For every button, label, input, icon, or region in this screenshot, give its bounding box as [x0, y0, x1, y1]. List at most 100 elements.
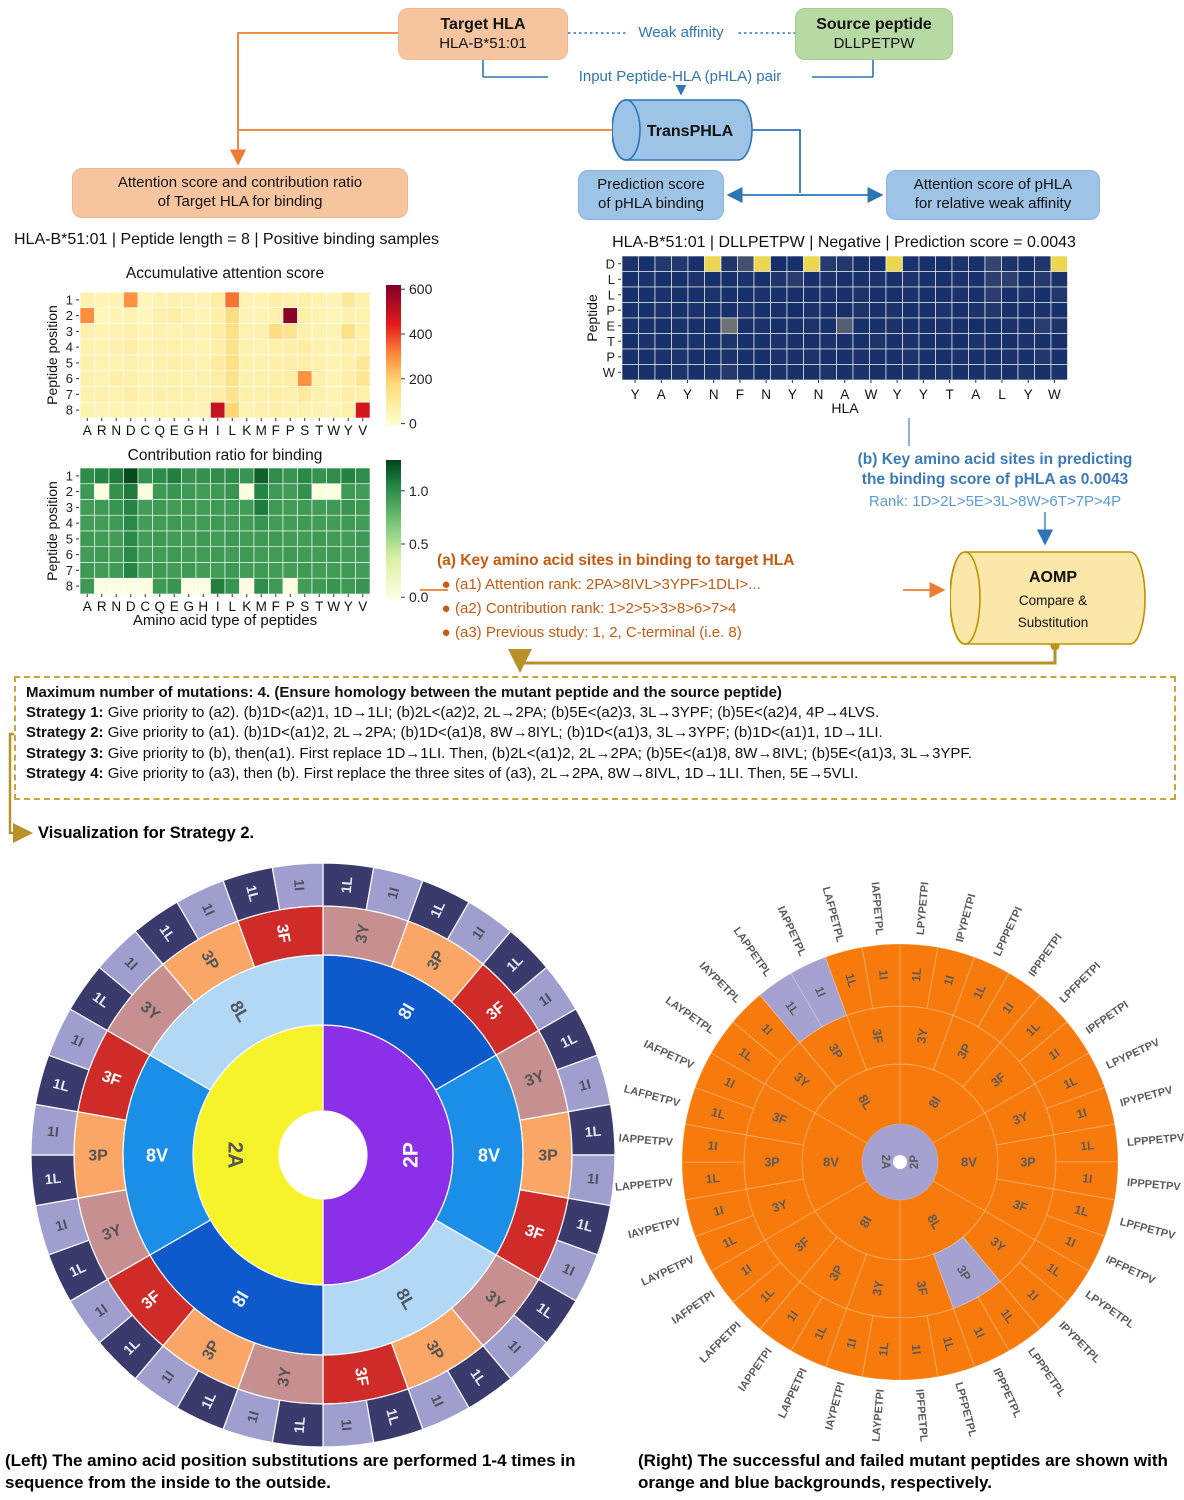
contribution-heatmap-cell — [152, 530, 168, 548]
attention-heatmap-cell — [94, 291, 110, 309]
phla-heatmap-ytick: P — [606, 303, 615, 318]
contribution-heatmap-colorbar — [386, 460, 401, 600]
contribution-heatmap-cell — [137, 562, 153, 579]
phla-heatmap-cell — [819, 333, 837, 350]
phla-heatmap-cell — [869, 317, 887, 334]
phla-heatmap-cell — [1001, 271, 1019, 288]
contribution-heatmap-cell — [210, 514, 226, 532]
phla-attention-line2: for relative weak affinity — [914, 195, 1072, 212]
attention-heatmap-xtick: F — [272, 423, 280, 438]
key-sites-b-line2: the binding score of pHLA as 0.0043 — [861, 471, 1129, 488]
contribution-heatmap-cell — [282, 530, 298, 548]
phla-heatmap-cell — [770, 364, 788, 381]
attention-heatmap-cell — [94, 307, 110, 324]
contribution-heatmap-cell — [181, 546, 197, 563]
attention-heatmap-cell — [79, 323, 95, 340]
attention-heatmap-cell — [355, 291, 371, 309]
contribution-heatmap-cell — [137, 546, 153, 563]
contribution-heatmap-cell — [94, 546, 110, 563]
attention-heatmap-cell — [108, 370, 124, 387]
attention-heatmap-ytick: 7 — [66, 387, 73, 402]
result-segment-label: 1L — [940, 1335, 957, 1352]
peptide-label-LPYPETPV: LPYPETPV — [1104, 1036, 1162, 1071]
peptide-label-LPYPETPI: LPYPETPI — [915, 881, 932, 935]
phla-heatmap-cell — [968, 271, 986, 288]
result-segment-label: 3P — [826, 1041, 846, 1061]
contribution-heatmap-cell — [239, 577, 255, 595]
transphla-cylinder: TransPHLA — [612, 99, 753, 161]
attention-heatmap-cell — [224, 291, 240, 309]
contribution-heatmap-cell — [355, 467, 371, 485]
phla-heatmap-cell — [638, 255, 656, 272]
attention-heatmap-cell — [239, 354, 255, 372]
contribution-heatmap-cell — [195, 483, 211, 500]
contribution-heatmap-cell — [224, 514, 240, 532]
attention-heatmap-colorbar — [386, 285, 401, 425]
phla-heatmap-cell — [918, 286, 936, 303]
phla-heatmap-cell — [984, 333, 1002, 350]
phla-heatmap-xtick: N — [814, 387, 824, 402]
phla-heatmap-cell — [836, 271, 854, 288]
phla-heatmap-cell — [654, 348, 672, 365]
result-segment-label: 1I — [843, 1337, 859, 1350]
attention-heatmap-cell — [181, 370, 197, 387]
sunburst-segment-label: 3F — [100, 1068, 124, 1090]
transphla-output-elbow — [752, 129, 801, 193]
peptide-label-LPPPETPI: LPPPETPI — [992, 905, 1025, 958]
contribution-heatmap-ytick: 7 — [66, 563, 73, 578]
attention-heatmap-xtick: H — [198, 423, 208, 438]
phla-heatmap-cell — [638, 286, 656, 303]
phla-heatmap-cell — [869, 255, 887, 272]
contribution-heatmap-cell — [210, 546, 226, 563]
phla-heatmap-cell — [935, 286, 953, 303]
phla-heatmap-cell — [935, 348, 953, 365]
contribution-heatmap-cell — [152, 514, 168, 532]
peptide-label-LAFPETPL: LAFPETPL — [820, 886, 846, 944]
phla-heatmap-cell — [968, 348, 986, 365]
phla-heatmap-cell — [803, 317, 821, 334]
attention-heatmap-cell — [94, 370, 110, 387]
phla-heatmap-cell — [1050, 364, 1068, 381]
peptide-label-IAPPETPI: IAPPETPI — [736, 1346, 775, 1394]
contribution-heatmap-cell — [108, 577, 124, 595]
phla-heatmap-ytick: L — [608, 272, 615, 287]
contribution-heatmap-cell — [326, 467, 342, 485]
phla-heatmap-cell — [1034, 286, 1052, 303]
target-hla-allele: HLA-B*51:01 — [439, 34, 527, 52]
attention-heatmap-cell — [123, 307, 139, 324]
contribution-heatmap-cell — [166, 499, 182, 516]
phla-heatmap-cell — [869, 302, 887, 319]
phla-heatmap-cell — [687, 348, 705, 365]
phla-heatmap-cell — [720, 302, 738, 319]
aomp-line3: Substitution — [1018, 615, 1089, 630]
phla-heatmap-cell — [671, 286, 689, 303]
phla-heatmap-cell — [902, 286, 920, 303]
attention-heatmap-cell — [108, 307, 124, 324]
result-segment-label: 1L — [720, 1232, 739, 1251]
contribution-heatmap-cell — [340, 499, 356, 516]
contribution-heatmap-cell — [355, 499, 371, 516]
attention-heatmap-xtick: Q — [154, 423, 165, 438]
phla-heatmap-cell — [984, 271, 1002, 288]
contribution-heatmap-cell — [268, 562, 284, 579]
contribution-heatmap-cell — [282, 483, 298, 500]
contribution-heatmap-cell — [311, 483, 327, 500]
phla-heatmap-cell — [770, 255, 788, 272]
contribution-heatmap-colorbar-tick: 1.0 — [409, 483, 429, 499]
contribution-heatmap-ytick: 1 — [66, 468, 73, 483]
phla-heatmap-cell — [786, 286, 804, 303]
phla-heatmap-ytick: L — [608, 287, 615, 302]
contribution-heatmap-cell — [311, 499, 327, 516]
result-segment-label: 1I — [712, 1203, 725, 1219]
contribution-heatmap-cell — [166, 483, 182, 500]
phla-heatmap-cell — [852, 364, 870, 381]
contribution-heatmap-cell — [166, 514, 182, 532]
contribution-heatmap-cell — [166, 530, 182, 548]
phla-heatmap-cell — [1017, 271, 1035, 288]
phla-heatmap-cell — [918, 364, 936, 381]
peptide-label-IPPPETPI: IPPPETPI — [1027, 932, 1065, 979]
attention-heatmap-cell — [282, 307, 298, 324]
attention-heatmap-cell — [94, 401, 110, 419]
attention-heatmap-cell — [282, 386, 298, 403]
phla-heatmap-cell — [687, 286, 705, 303]
